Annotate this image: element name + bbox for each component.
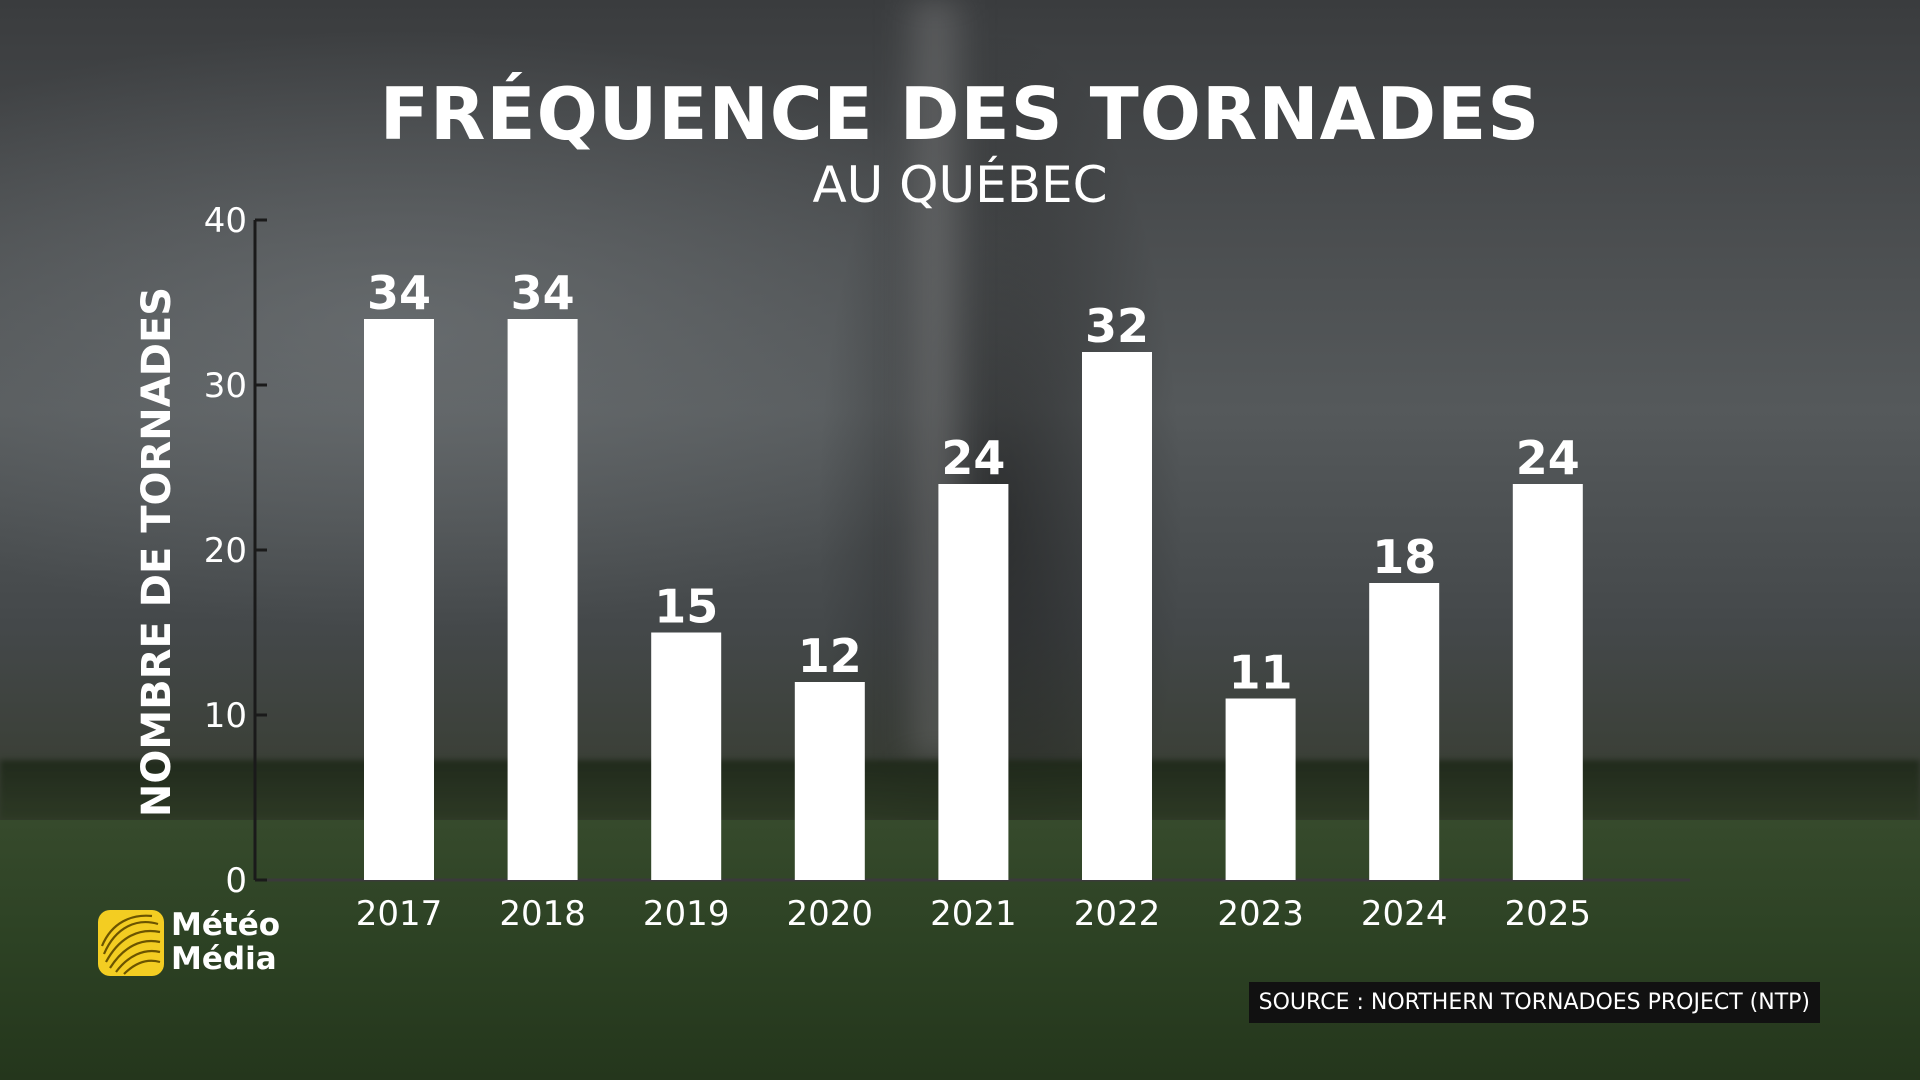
bar-2023	[1225, 698, 1296, 880]
logo-line-1: Météo	[171, 907, 281, 943]
chart-title: FRÉQUENCE DES TORNADES	[379, 72, 1541, 156]
x-tick-label-2017: 2017	[356, 894, 443, 934]
x-tick-label-2021: 2021	[930, 894, 1017, 934]
x-tick-label-2025: 2025	[1505, 894, 1592, 934]
labels: 34 2017 34 2018 15 2019 12 2020 24 2021 32 2022 11 20…	[356, 266, 1591, 934]
data-label-2020: 12	[798, 629, 862, 683]
y-tick-label: 0	[225, 861, 247, 901]
data-label-2023: 11	[1229, 646, 1293, 700]
bars	[364, 319, 1583, 880]
data-label-2021: 24	[941, 431, 1005, 485]
y-tick-label: 20	[204, 531, 247, 571]
x-tick-label-2022: 2022	[1074, 894, 1161, 934]
bar-2021	[938, 484, 1009, 880]
x-tick-label-2019: 2019	[643, 894, 730, 934]
y-tick-label: 30	[204, 366, 247, 406]
bar-2025	[1512, 484, 1583, 880]
data-label-2024: 18	[1372, 530, 1436, 584]
data-label-2018: 34	[511, 266, 575, 320]
x-tick-label-2023: 2023	[1217, 894, 1304, 934]
bar-2019	[651, 632, 722, 880]
x-tick-label-2024: 2024	[1361, 894, 1448, 934]
meteomedia-logo: Météo Média	[98, 908, 288, 980]
bar-2018	[507, 319, 578, 880]
y-tick-label: 10	[204, 696, 247, 736]
x-tick-label-2020: 2020	[787, 894, 874, 934]
data-label-2022: 32	[1085, 299, 1149, 353]
bar-2024	[1369, 583, 1440, 880]
y-axis-label: NOMBRE DE TORNADES	[134, 287, 180, 817]
chart-subtitle: AU QUÉBEC	[812, 156, 1108, 214]
data-label-2017: 34	[367, 266, 431, 320]
source-caption: SOURCE : NORTHERN TORNADOES PROJECT (NTP…	[1248, 982, 1820, 1023]
data-label-2025: 24	[1516, 431, 1580, 485]
data-label-2019: 15	[654, 580, 718, 634]
logo-wordmark: Météo Média	[171, 908, 280, 976]
y-tick-label: 40	[204, 201, 247, 241]
logo-line-2: Média	[171, 941, 277, 977]
x-tick-label-2018: 2018	[499, 894, 586, 934]
globe-icon	[98, 910, 164, 976]
bar-2022	[1082, 352, 1152, 880]
bar-2020	[794, 682, 865, 880]
bar-2017	[364, 319, 434, 880]
